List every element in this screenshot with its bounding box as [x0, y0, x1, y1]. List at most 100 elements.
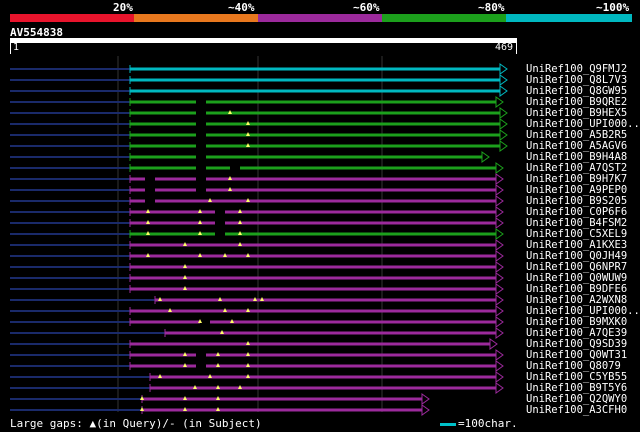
query-gap-marker: [228, 176, 232, 180]
hit-label[interactable]: UniRef100_Q0WUW9: [526, 272, 628, 284]
query-gap-marker: [216, 407, 220, 411]
hit-label[interactable]: UniRef100_A9PEP0: [526, 184, 628, 196]
hit-label[interactable]: UniRef100_UPI000..: [526, 305, 640, 317]
query-gap-marker: [238, 231, 242, 235]
query-gap-marker: [253, 297, 257, 301]
ruler-start-tick: [10, 42, 11, 54]
hit-arrow: [495, 250, 504, 262]
hit-label[interactable]: UniRef100_Q8L7V3: [526, 74, 628, 86]
hit-label[interactable]: UniRef100_A7QE39: [526, 327, 628, 339]
scale-key-text: =100char.: [458, 417, 518, 430]
hit-bar: [130, 276, 496, 280]
hit-label[interactable]: UniRef100_C5XEL9: [526, 228, 628, 240]
hit-arrow: [499, 63, 508, 75]
query-gap-marker: [218, 297, 222, 301]
query-gap-marker: [140, 396, 144, 400]
ruler-end-label: 469: [495, 42, 514, 53]
legend-band-green: [382, 14, 506, 22]
hit-arrow: [495, 228, 504, 240]
hit-arrow: [495, 371, 504, 383]
hit-label[interactable]: UniRef100_Q6NPR7: [526, 261, 628, 273]
query-gap-marker: [246, 308, 250, 312]
hit-label[interactable]: UniRef100_A7QST2: [526, 162, 628, 174]
hit-label[interactable]: UniRef100_A1KXE3: [526, 239, 628, 251]
legend-band-purple: [258, 14, 382, 22]
hit-label[interactable]: UniRef100_Q0JH49: [526, 250, 628, 262]
query-gap-marker: [238, 220, 242, 224]
hit-bar: [130, 210, 496, 214]
hit-arrow: [495, 261, 504, 273]
hit-arrow: [499, 118, 508, 130]
hit-label[interactable]: UniRef100_B9DFE6: [526, 283, 628, 295]
query-gap-marker: [183, 286, 187, 290]
hit-bar: [130, 199, 496, 203]
hit-label[interactable]: UniRef100_Q9FMJ2: [526, 63, 628, 75]
scale-key-bar: [440, 422, 456, 426]
legend-label-20: 20%: [113, 1, 133, 14]
hit-arrow: [499, 107, 508, 119]
hit-label[interactable]: UniRef100_Q8079: [526, 360, 621, 372]
hit-label[interactable]: UniRef100_Q0WT31: [526, 349, 628, 361]
hit-arrow: [495, 294, 504, 306]
legend-label-60: ~60%: [353, 1, 380, 14]
query-gap-marker: [146, 209, 150, 213]
hit-bar: [130, 111, 500, 115]
hit-arrow: [421, 404, 430, 416]
hit-label[interactable]: UniRef100_A3CFH0: [526, 404, 628, 416]
hit-bar: [130, 67, 500, 71]
query-gap-marker: [183, 407, 187, 411]
hit-label[interactable]: UniRef100_B9HEX5: [526, 107, 628, 119]
legend-label-80: ~80%: [478, 1, 505, 14]
query-gap-marker: [183, 396, 187, 400]
query-gap-marker: [183, 275, 187, 279]
hit-label[interactable]: UniRef100_B9QRE2: [526, 96, 628, 108]
query-gap-marker: [208, 198, 212, 202]
hit-label[interactable]: UniRef100_B9S205: [526, 195, 628, 207]
hit-label[interactable]: UniRef100_C5YB55: [526, 371, 628, 383]
hit-label[interactable]: UniRef100_B4FSM2: [526, 217, 628, 229]
hit-arrow: [495, 217, 504, 229]
query-gap-marker: [246, 198, 250, 202]
hit-label[interactable]: UniRef100_UPI000..: [526, 118, 640, 130]
query-gap-marker: [198, 220, 202, 224]
legend-label-40: ~40%: [228, 1, 255, 14]
query-gap-marker: [216, 352, 220, 356]
hit-arrow: [495, 327, 504, 339]
gap-legend: Large gaps: ▲(in Query)/- (in Subject): [10, 417, 262, 430]
legend-band-orange: [134, 14, 258, 22]
hit-bar: [130, 122, 500, 126]
hit-label[interactable]: UniRef100_A2WXN8: [526, 294, 628, 306]
hit-bar: [130, 89, 500, 93]
hit-arrow: [495, 239, 504, 251]
hit-arrow: [499, 85, 508, 97]
query-gap-marker: [246, 341, 250, 345]
query-gap-marker: [208, 374, 212, 378]
query-gap-marker: [230, 319, 234, 323]
hit-bar: [130, 243, 496, 247]
query-gap-marker: [198, 209, 202, 213]
query-gap-marker: [146, 231, 150, 235]
hit-label[interactable]: UniRef100_A5B2R5: [526, 129, 628, 141]
query-gap-marker: [198, 319, 202, 323]
hit-arrow: [495, 283, 504, 295]
query-gap-marker: [183, 242, 187, 246]
query-gap-marker: [238, 242, 242, 246]
hit-arrow: [489, 338, 498, 350]
hit-label[interactable]: UniRef100_Q8GW95: [526, 85, 628, 97]
hit-bar: [130, 309, 496, 313]
hit-label[interactable]: UniRef100_Q2QWY0: [526, 393, 628, 405]
hit-label[interactable]: UniRef100_B9MXK0: [526, 316, 628, 328]
hit-bar: [130, 320, 496, 324]
hit-label[interactable]: UniRef100_B9H4A8: [526, 151, 628, 163]
hit-label[interactable]: UniRef100_C0P6F6: [526, 206, 628, 218]
hit-arrow: [499, 74, 508, 86]
hit-label[interactable]: UniRef100_Q9SD39: [526, 338, 628, 350]
query-gap-marker: [246, 132, 250, 136]
hit-label[interactable]: UniRef100_A5AGV6: [526, 140, 628, 152]
query-id: AV554838: [10, 26, 63, 39]
hit-bar: [130, 144, 500, 148]
hit-bar: [130, 155, 482, 159]
hit-label[interactable]: UniRef100_B9T5Y6: [526, 382, 628, 394]
hit-label[interactable]: UniRef100_B9H7K7: [526, 173, 628, 185]
